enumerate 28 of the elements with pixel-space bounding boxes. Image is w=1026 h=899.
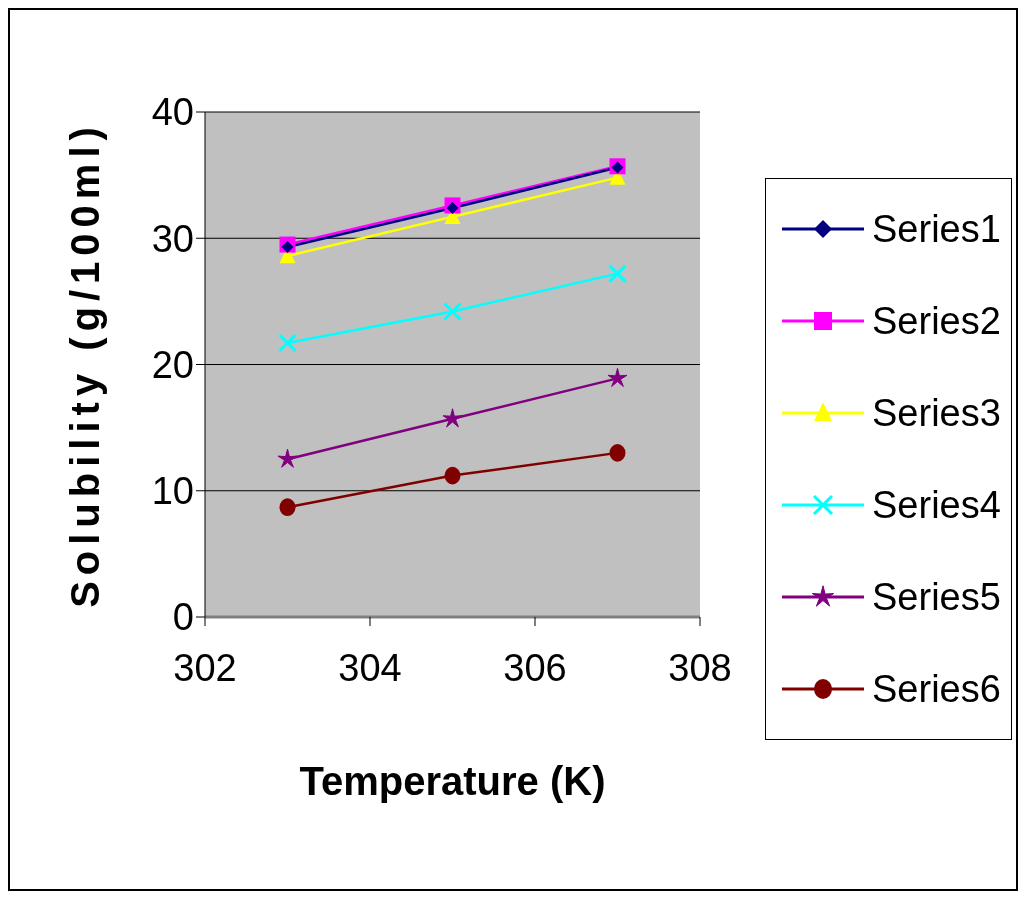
legend-label: Series6 — [872, 667, 1001, 711]
x-tick-label: 304 — [338, 646, 402, 689]
point — [607, 367, 628, 387]
x-tick-label: 308 — [668, 646, 732, 689]
point — [443, 301, 462, 321]
y-tick-label: 40 — [151, 91, 194, 134]
legend-label: Series2 — [872, 299, 1001, 343]
x-axis-title: Temperature (K) — [299, 759, 606, 804]
point — [277, 448, 298, 468]
point — [281, 241, 294, 254]
point — [444, 466, 461, 485]
legend-label: Series5 — [872, 575, 1001, 619]
x-tick-label: 302 — [173, 646, 237, 689]
point — [446, 201, 459, 214]
legend-label: Series1 — [872, 207, 1001, 251]
point — [279, 498, 296, 516]
point — [609, 444, 626, 462]
y-axis-title: Solubility (g/100ml) — [63, 121, 108, 608]
y-tick-label: 10 — [151, 470, 194, 513]
legend-label: Series4 — [872, 483, 1001, 527]
legend-label: Series3 — [872, 391, 1001, 435]
x-tick-label: 306 — [503, 646, 567, 689]
y-tick-label: 20 — [151, 343, 194, 386]
y-tick-label: 0 — [172, 596, 194, 639]
point — [442, 408, 463, 428]
y-tick-label: 30 — [151, 217, 194, 260]
point — [608, 264, 627, 284]
point — [278, 333, 297, 353]
